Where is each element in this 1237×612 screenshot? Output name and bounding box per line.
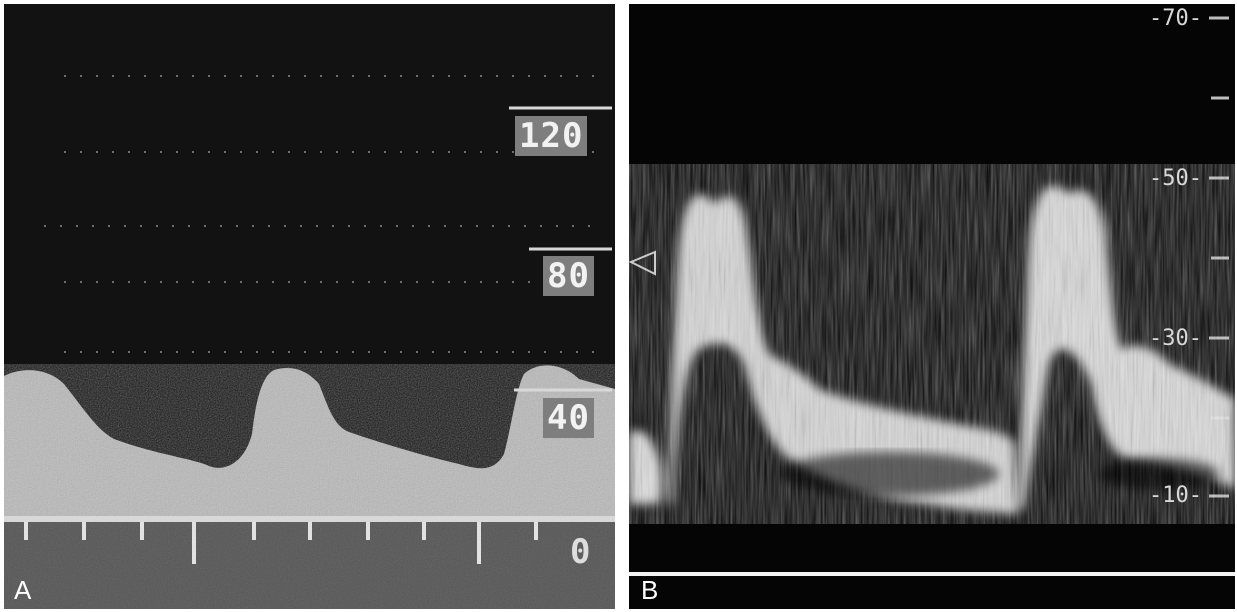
doppler-panel-b: -70- -50- -30- -10- B (629, 4, 1235, 609)
doppler-panel-a: 120 80 40 0 A (4, 4, 615, 609)
scale-label-120: 120 (515, 116, 588, 156)
scale-label-10: -10- (1149, 483, 1202, 508)
waveform-a-graphic (4, 75, 615, 609)
grid-dots-a (44, 75, 594, 353)
waveform-b-graphic (629, 16, 1235, 576)
scale-label-30: -30- (1149, 326, 1202, 351)
scale-label-40: 40 (543, 398, 594, 438)
panel-letter-a: A (14, 575, 32, 605)
baseline-line-b (629, 572, 1235, 576)
scale-label-70: -70- (1149, 6, 1202, 31)
scale-label-50: -50- (1149, 166, 1202, 191)
panel-letter-b: B (641, 575, 659, 605)
scale-label-0: 0 (570, 532, 592, 572)
scale-label-80: 80 (543, 256, 594, 296)
